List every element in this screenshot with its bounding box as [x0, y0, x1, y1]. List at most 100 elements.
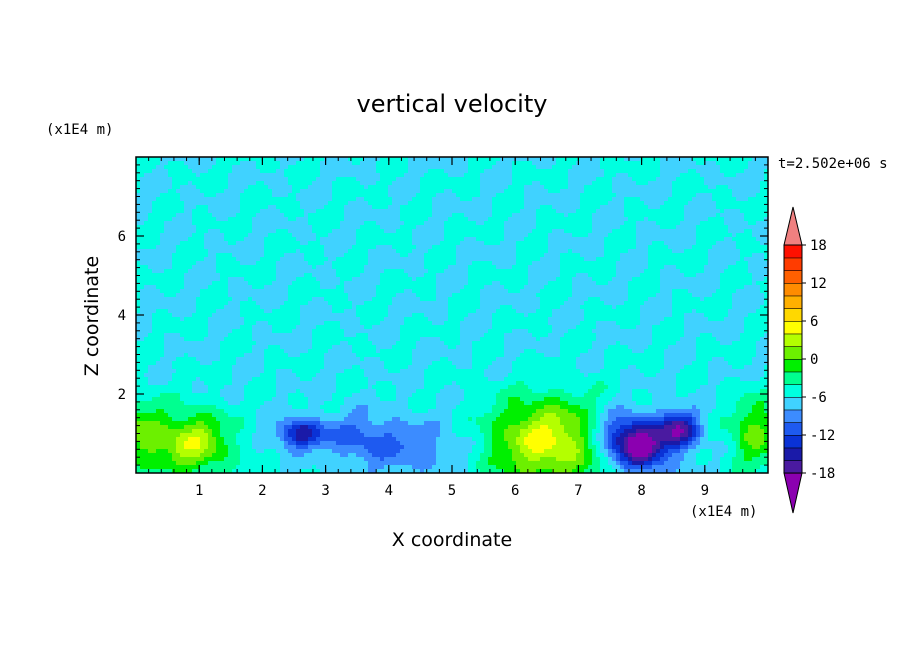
contour-cell [748, 213, 753, 218]
contour-cell [636, 185, 641, 190]
contour-cell [208, 221, 213, 226]
contour-cell [688, 217, 693, 222]
contour-cell [628, 253, 633, 258]
contour-cell [752, 265, 757, 270]
contour-cell [656, 177, 661, 182]
contour-cell [276, 253, 281, 258]
contour-cell [604, 277, 609, 282]
contour-cell [408, 173, 413, 178]
contour-cell [164, 265, 169, 270]
contour-cell [504, 277, 509, 282]
contour-cell [364, 233, 369, 238]
contour-cell [688, 205, 693, 210]
contour-cell [336, 205, 341, 210]
contour-cell [248, 229, 253, 234]
contour-cell [488, 265, 493, 270]
contour-cell [420, 245, 425, 250]
contour-cell [724, 177, 729, 182]
contour-cell [228, 217, 233, 222]
contour-cell [376, 225, 381, 230]
contour-cell [512, 253, 517, 258]
contour-cell [744, 277, 749, 282]
contour-cell [372, 173, 377, 178]
contour-cell [164, 241, 169, 246]
contour-cell [424, 221, 429, 226]
contour-cell [748, 165, 753, 170]
contour-cell [464, 217, 469, 222]
contour-cell [628, 213, 633, 218]
contour-cell [220, 157, 225, 162]
contour-cell [264, 197, 269, 202]
contour-cell [680, 217, 685, 222]
contour-cell [604, 265, 609, 270]
contour-cell [352, 157, 357, 162]
contour-cell [520, 217, 525, 222]
contour-cell [312, 217, 317, 222]
contour-cell [456, 169, 461, 174]
contour-cell [376, 221, 381, 226]
contour-cell [280, 165, 285, 170]
contour-cell [464, 273, 469, 278]
contour-cell [552, 205, 557, 210]
contour-cell [720, 277, 725, 282]
contour-cell [700, 257, 705, 262]
contour-cell [276, 213, 281, 218]
contour-cell [364, 201, 369, 206]
contour-cell [640, 177, 645, 182]
contour-cell [160, 241, 165, 246]
contour-cell [484, 201, 489, 206]
contour-cell [240, 269, 245, 274]
contour-cell [592, 253, 597, 258]
contour-cell [196, 189, 201, 194]
contour-cell [756, 265, 761, 270]
contour-cell [412, 245, 417, 250]
contour-cell [660, 213, 665, 218]
contour-cell [668, 241, 673, 246]
contour-cell [712, 177, 717, 182]
contour-cell [272, 245, 277, 250]
contour-cell [684, 237, 689, 242]
contour-cell [244, 161, 249, 166]
contour-cell [504, 193, 509, 198]
contour-cell [684, 169, 689, 174]
contour-cell [564, 169, 569, 174]
contour-cell [608, 181, 613, 186]
contour-cell [288, 157, 293, 162]
contour-cell [348, 237, 353, 242]
contour-cell [620, 269, 625, 274]
contour-cell [656, 161, 661, 166]
contour-cell [684, 173, 689, 178]
contour-cell [508, 225, 513, 230]
contour-cell [308, 261, 313, 266]
contour-cell [628, 261, 633, 266]
contour-cell [300, 217, 305, 222]
contour-cell [416, 213, 421, 218]
contour-cell [244, 189, 249, 194]
contour-cell [448, 169, 453, 174]
contour-cell [728, 241, 733, 246]
contour-cell [332, 217, 337, 222]
contour-cell [588, 173, 593, 178]
contour-cell [180, 217, 185, 222]
contour-cell [444, 189, 449, 194]
contour-cell [476, 261, 481, 266]
contour-cell [688, 249, 693, 254]
contour-cell [416, 261, 421, 266]
contour-cell [764, 233, 769, 238]
contour-cell [476, 257, 481, 262]
contour-cell [392, 277, 397, 282]
contour-cell [148, 165, 153, 170]
contour-cell [720, 237, 725, 242]
contour-cell [200, 257, 205, 262]
contour-cell [720, 221, 725, 226]
contour-cell [396, 233, 401, 238]
contour-cell [156, 229, 161, 234]
contour-cell [744, 189, 749, 194]
contour-cell [356, 157, 361, 162]
contour-cell [572, 257, 577, 262]
contour-cell [204, 201, 209, 206]
contour-cell [596, 201, 601, 206]
contour-cell [592, 245, 597, 250]
contour-cell [496, 205, 501, 210]
contour-cell [436, 265, 441, 270]
